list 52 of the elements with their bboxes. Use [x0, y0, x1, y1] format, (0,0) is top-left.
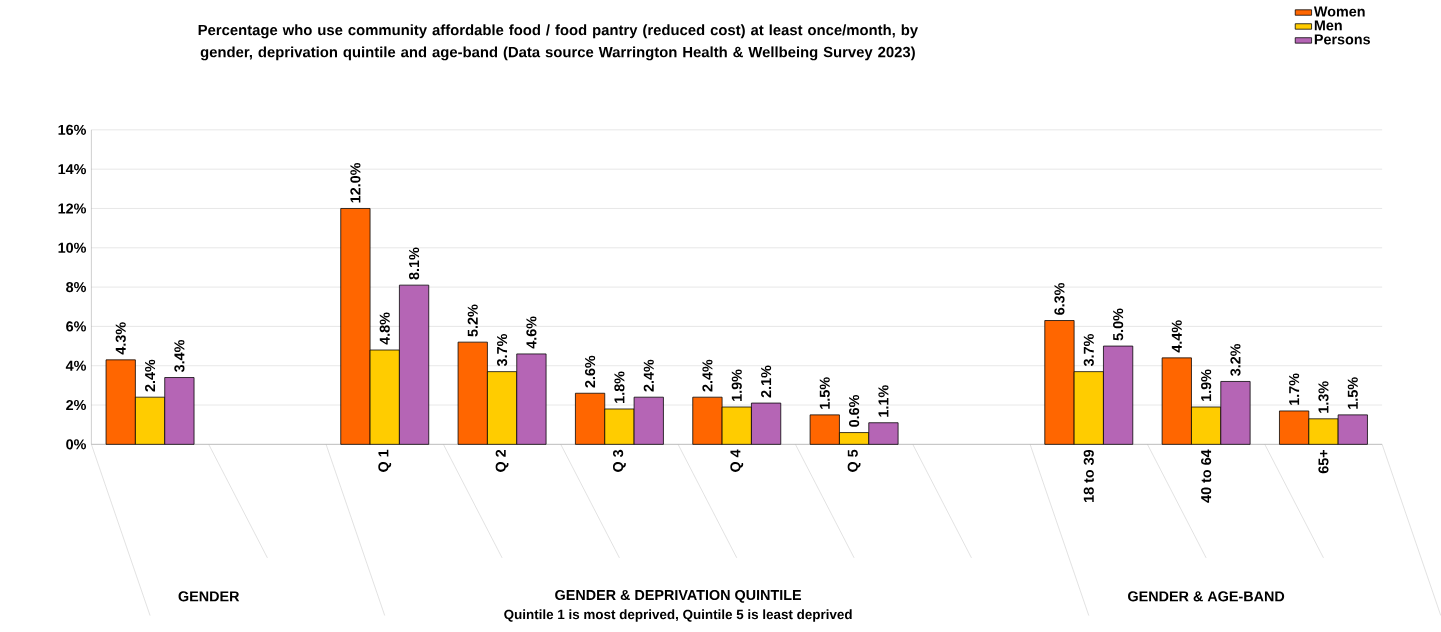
data-label: 1.7%	[1289, 373, 1300, 405]
legend-label: Persons	[1314, 34, 1370, 45]
y-tick-label: 10%	[58, 242, 87, 253]
data-label: 2.6%	[584, 355, 596, 388]
data-label: 2.1%	[761, 365, 772, 398]
x-tick-label: 65+	[1318, 449, 1329, 474]
x-tick-label: Q 4	[730, 449, 744, 472]
text: GENDER & DEPRIVATION QUINTILE	[555, 589, 802, 603]
y-tick-label: 4%	[65, 360, 87, 371]
legend-label: Men	[1314, 20, 1342, 31]
data-label: 2.4%	[144, 359, 156, 392]
legend-label: Women	[1313, 6, 1365, 17]
chart-title: Percentage who use community affordable food / food pantry (reduced cost) at least once/month, by gender, deprivation quintile and age-band (Data source Warrington Health & Wellbeing Survey 2023)	[198, 24, 918, 61]
data-label: 5.0%	[1113, 308, 1124, 341]
x-tick-label: Q 2	[495, 449, 509, 472]
data-label: 6.3%	[1054, 283, 1065, 315]
data-label: 8.1%	[408, 247, 420, 280]
data-label: 3.4%	[174, 340, 185, 373]
text: GENDER & AGE-BAND	[1128, 591, 1285, 602]
x-tick-label: Q 5	[847, 449, 861, 472]
x-tick-label: Q 3	[612, 449, 626, 472]
data-label: 3.2%	[1230, 343, 1241, 376]
x-tick-label: 18 to 39	[1083, 449, 1094, 503]
data-label: 0.6%	[849, 395, 860, 427]
data-label: 1.3%	[1318, 381, 1329, 413]
y-tick-label: 12%	[58, 203, 87, 214]
data-label: 1.5%	[1347, 377, 1358, 409]
x-tick-label: Q 1	[378, 449, 392, 472]
data-label: 5.2%	[467, 304, 478, 337]
data-label: 4.3%	[115, 322, 126, 355]
y-tick-label: 2%	[66, 400, 87, 411]
data-label: 2.4%	[702, 359, 713, 392]
y-tick-label: 16%	[58, 124, 87, 135]
y-tick-label: 14%	[58, 164, 87, 175]
data-label: 4.8%	[379, 312, 390, 345]
data-label: 3.7%	[496, 334, 508, 367]
data-label: 1.5%	[819, 377, 830, 409]
text: Quintile 1 is most deprived, Quintile 5 is least deprived	[504, 609, 852, 622]
data-label: 4.6%	[526, 316, 537, 349]
x-tick-label: 40 to 64	[1201, 449, 1212, 503]
data-label: 1.9%	[1201, 369, 1212, 401]
text: GENDER	[178, 591, 240, 602]
data-label: 2.4%	[643, 359, 654, 392]
data-label: 1.9%	[731, 369, 742, 401]
y-tick-label: 8%	[66, 282, 87, 293]
data-label: 4.4%	[1171, 320, 1182, 353]
data-label: 3.7%	[1083, 334, 1094, 367]
y-tick-label: 6%	[66, 321, 87, 332]
data-label: 1.8%	[614, 371, 625, 403]
data-label: 1.1%	[878, 385, 889, 417]
data-label: 12.0%	[350, 162, 361, 203]
y-tick-label: 0%	[66, 439, 87, 450]
